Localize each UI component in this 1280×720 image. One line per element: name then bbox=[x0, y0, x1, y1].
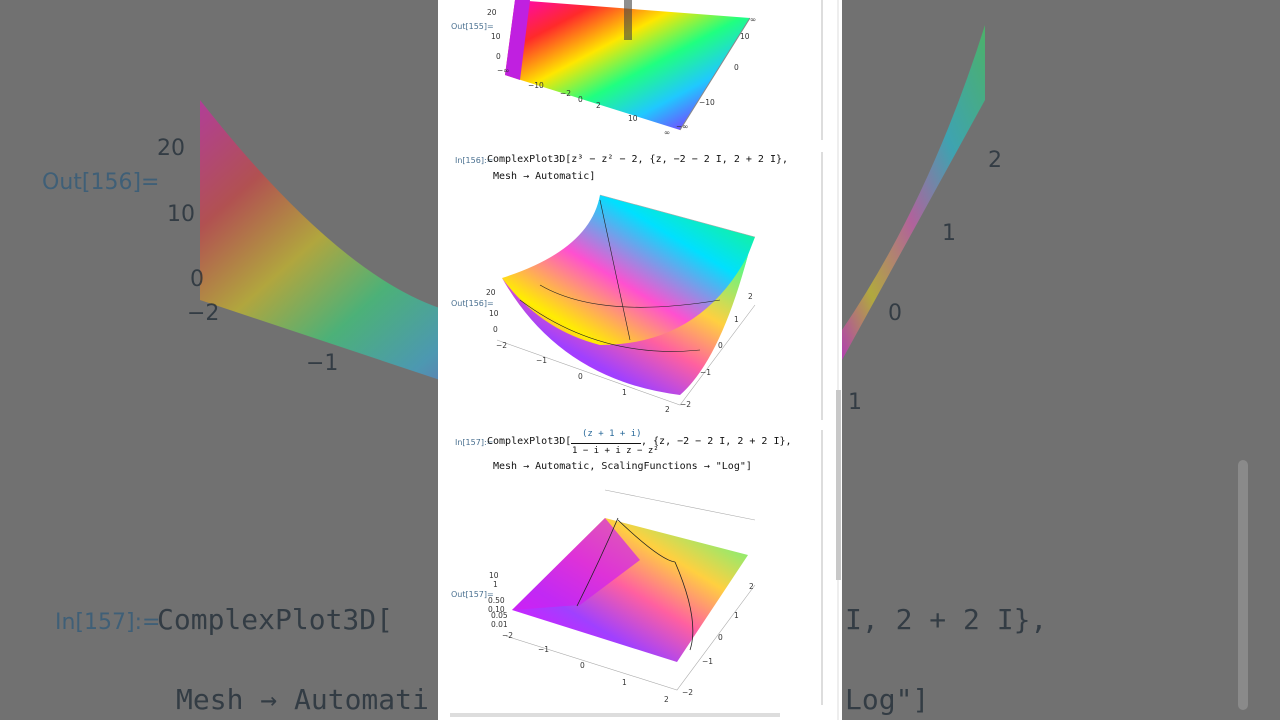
tick-label: −1 bbox=[538, 645, 550, 654]
out-label: Out[157]= bbox=[451, 590, 494, 599]
background-text: ComplexPlot3D[ bbox=[157, 603, 394, 636]
tick-label: 0.05 bbox=[491, 611, 508, 620]
tick-label: 0.50 bbox=[488, 596, 505, 605]
tick-label: ∞ bbox=[664, 128, 671, 137]
tick-label: 0 bbox=[496, 52, 501, 61]
code-line: Mesh → Automatic] bbox=[493, 171, 596, 182]
tick-label: 0 bbox=[578, 95, 583, 104]
code-line: Mesh → Automatic, ScalingFunctions → "Lo… bbox=[493, 461, 752, 472]
background-text: In[157]:= bbox=[55, 610, 161, 635]
tick-label: 1 bbox=[493, 580, 498, 589]
tick-label: ∞ bbox=[750, 15, 757, 24]
tick-label: 0 bbox=[718, 633, 723, 642]
background-text: 10 bbox=[167, 202, 195, 227]
tick-label: 20 bbox=[487, 8, 497, 17]
in-label: In[157]:= bbox=[455, 438, 494, 447]
tick-label: 1 bbox=[734, 315, 739, 324]
background-text: 0 bbox=[190, 267, 204, 292]
fraction-bar bbox=[571, 443, 641, 444]
out-label: Out[156]= bbox=[451, 299, 494, 308]
in-label: In[156]:= bbox=[455, 156, 494, 165]
background-text: Mesh → Automati bbox=[176, 683, 429, 716]
tick-label: 1 bbox=[622, 678, 627, 687]
tick-label: −1 bbox=[536, 356, 548, 365]
tick-label: 0 bbox=[578, 372, 583, 381]
tick-label: 2 bbox=[748, 292, 753, 301]
tick-label: 0 bbox=[734, 63, 739, 72]
background-text: 1 bbox=[848, 390, 862, 415]
tick-label: 10 bbox=[489, 571, 499, 580]
code-line: ComplexPlot3D[z³ − z² − 2, {z, −2 − 2 I,… bbox=[487, 154, 789, 165]
tick-label: 0 bbox=[718, 341, 723, 350]
background-text: −2 bbox=[187, 301, 220, 326]
scrollbar[interactable] bbox=[836, 390, 841, 580]
tick-label: −∞ bbox=[676, 122, 689, 131]
background-text: I, 2 + 2 I}, bbox=[845, 603, 1048, 636]
tick-label: 10 bbox=[491, 32, 501, 41]
tick-label: −1 bbox=[702, 657, 714, 666]
tick-label: −∞ bbox=[497, 66, 510, 75]
tick-label: 10 bbox=[628, 114, 638, 123]
plot-156 bbox=[496, 194, 756, 406]
tick-label: 2 bbox=[664, 695, 669, 704]
background-text: Log"] bbox=[845, 683, 930, 716]
tick-label: 10 bbox=[740, 32, 750, 41]
tick-label: −1 bbox=[700, 368, 712, 377]
tick-label: 1 bbox=[622, 388, 627, 397]
tick-label: −10 bbox=[699, 98, 715, 107]
tick-label: −2 bbox=[496, 341, 508, 350]
plot-157 bbox=[505, 489, 756, 691]
code-line: ComplexPlot3D[ bbox=[487, 436, 572, 447]
tick-label: 2 bbox=[596, 101, 601, 110]
tick-label: 2 bbox=[665, 405, 670, 414]
tick-label: −2 bbox=[502, 631, 514, 640]
code-line: , {z, −2 − 2 I, 2 + 2 I}, bbox=[641, 436, 792, 447]
tick-label: 1 bbox=[734, 611, 739, 620]
bg-scrollbar bbox=[1238, 460, 1248, 710]
tick-label: −10 bbox=[528, 81, 544, 90]
tick-label: 10 bbox=[489, 309, 499, 318]
tick-label: 2 bbox=[749, 582, 754, 591]
background-text: −1 bbox=[306, 351, 339, 376]
background-text: 20 bbox=[157, 136, 185, 161]
tick-label: 0 bbox=[493, 325, 498, 334]
tick-label: 0 bbox=[580, 661, 585, 670]
tick-label: 20 bbox=[486, 288, 496, 297]
background-text: 1 bbox=[942, 221, 956, 246]
background-text: 2 bbox=[988, 148, 1002, 173]
background-text: 0 bbox=[888, 301, 902, 326]
plot-155 bbox=[505, 0, 751, 131]
code-denominator: 1 − i + i z − z² bbox=[572, 446, 659, 456]
out-label: Out[155]= bbox=[451, 22, 494, 31]
background-text: Out[156]= bbox=[42, 170, 160, 195]
tick-label: −2 bbox=[680, 400, 692, 409]
tick-label: 0.10 bbox=[488, 605, 505, 614]
tick-label: −2 bbox=[682, 688, 694, 697]
tick-label: 0.01 bbox=[491, 620, 508, 629]
code-numerator: (z + 1 + i) bbox=[582, 429, 642, 439]
tick-label: −2 bbox=[560, 89, 572, 98]
